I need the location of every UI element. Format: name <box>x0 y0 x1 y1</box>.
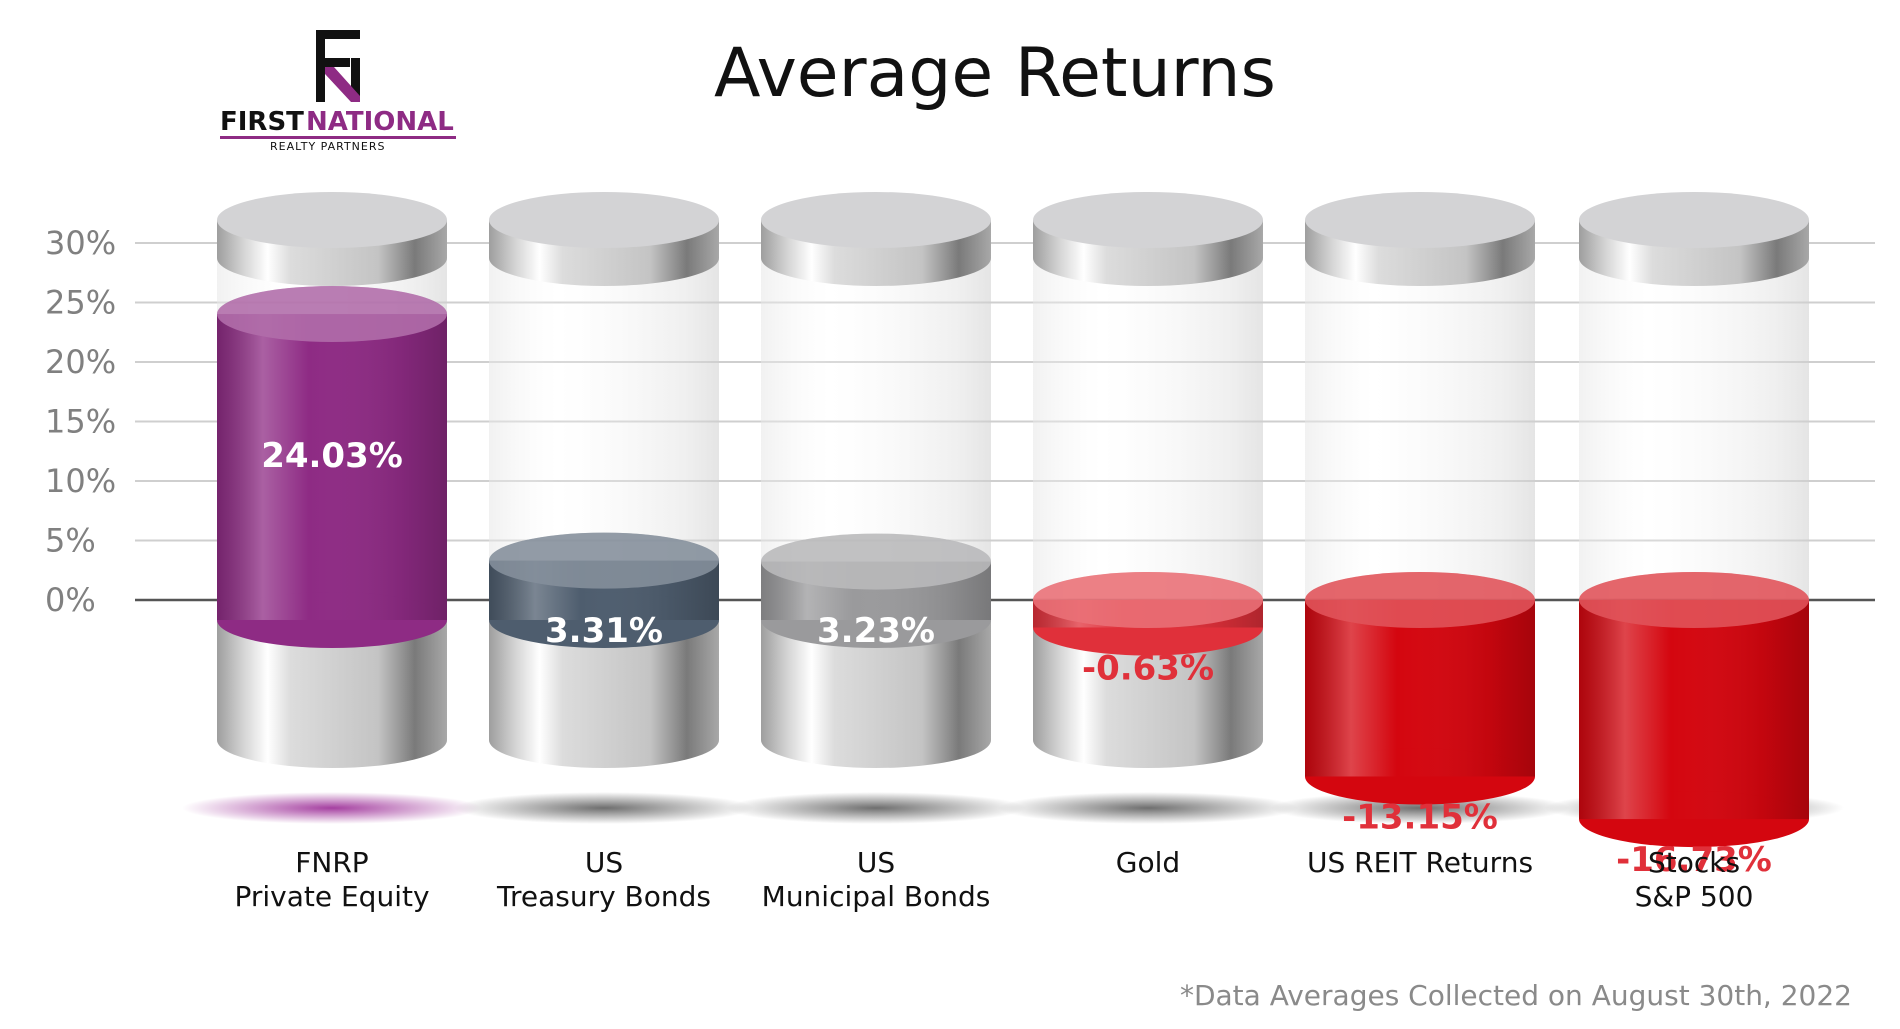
bar-fill-top <box>1305 572 1535 628</box>
bar-shadow <box>454 792 754 824</box>
bar-value-label: 3.23% <box>817 611 935 651</box>
y-tick-label: 0% <box>45 581 96 619</box>
bar-cap-top <box>1033 192 1263 248</box>
y-axis: 0% 5% 10% 15% 20% 25% 30% <box>45 224 116 619</box>
x-category-label: US <box>585 846 623 879</box>
bar-fill-top <box>489 532 719 589</box>
bar-fill-shine <box>1579 600 1809 820</box>
chart-title: Average Returns <box>714 34 1276 113</box>
footnote: *Data Averages Collected on August 30th,… <box>1180 979 1852 1012</box>
bar-cap-top <box>1579 192 1809 248</box>
bar-value-label: 24.03% <box>261 436 403 476</box>
logo-underline <box>220 136 456 139</box>
bar-fill-top <box>761 533 991 590</box>
bar-fill-top <box>1033 572 1263 628</box>
bar-value-label: 3.31% <box>545 611 663 651</box>
bar-shadow <box>1270 792 1570 824</box>
bar-cap-top <box>761 192 991 248</box>
x-category-label: US <box>857 846 895 879</box>
bar-fill-top-highlight <box>1033 572 1263 628</box>
bar-cap-top <box>1305 192 1535 248</box>
bar: 24.03% <box>182 192 482 824</box>
bar-fill-shine <box>1305 600 1535 777</box>
x-category-label: Gold <box>1116 846 1180 879</box>
logo-word-national: NATIONAL <box>306 107 454 137</box>
bar-value-label: -16.73% <box>1616 840 1772 880</box>
fn-monogram-icon <box>316 30 360 102</box>
bar-fill-top-highlight <box>761 533 991 590</box>
logo-subtitle: REALTY PARTNERS <box>270 140 386 153</box>
bar-base-bottom <box>1033 712 1263 768</box>
bar-base-bottom <box>489 712 719 768</box>
x-category-label: Treasury Bonds <box>496 880 711 913</box>
y-tick-label: 20% <box>45 343 116 381</box>
y-tick-label: 5% <box>45 522 96 560</box>
logo-word-first: FIRST <box>220 107 304 137</box>
x-category-label: Municipal Bonds <box>762 880 991 913</box>
bar-shadow <box>998 792 1298 824</box>
x-category-label: US REIT Returns <box>1307 846 1533 879</box>
bar-shadow <box>726 792 1026 824</box>
y-tick-label: 30% <box>45 224 116 262</box>
x-category-label: S&P 500 <box>1635 880 1754 913</box>
bar-fill-top-highlight <box>489 532 719 589</box>
bar-fill-top <box>1579 572 1809 628</box>
bar-cap-top <box>217 192 447 248</box>
bar-fill-top <box>217 286 447 343</box>
bar: -13.15% <box>1270 192 1570 837</box>
x-category-label: Private Equity <box>234 880 429 913</box>
bar: 3.31% <box>454 192 754 824</box>
first-national-logo: FIRST NATIONAL REALTY PARTNERS <box>220 30 456 153</box>
y-tick-label: 15% <box>45 403 116 441</box>
bar: 3.23% <box>726 192 1026 824</box>
bar-fill-top-highlight <box>1579 572 1809 628</box>
bar-fill-top-highlight <box>1305 572 1535 628</box>
y-tick-label: 25% <box>45 284 116 322</box>
bar: -0.63% <box>998 192 1298 824</box>
x-category-label: FNRP <box>295 846 368 879</box>
bar-fill-shine <box>217 314 447 620</box>
bar-shadow <box>182 792 482 824</box>
bar: -16.73% <box>1544 192 1844 880</box>
bar-fill-top-highlight <box>217 286 447 343</box>
bar-base-bottom <box>217 712 447 768</box>
bar-value-label: -13.15% <box>1342 797 1498 837</box>
bars: 24.03% 3.31% 3.23% -0.63% -13.15% -16.73% <box>182 192 1844 880</box>
y-tick-label: 10% <box>45 462 116 500</box>
x-category-label: Stocks <box>1648 846 1740 879</box>
bar-cap-top <box>489 192 719 248</box>
bar-base-bottom <box>761 712 991 768</box>
bar-value-label: -0.63% <box>1082 648 1214 688</box>
